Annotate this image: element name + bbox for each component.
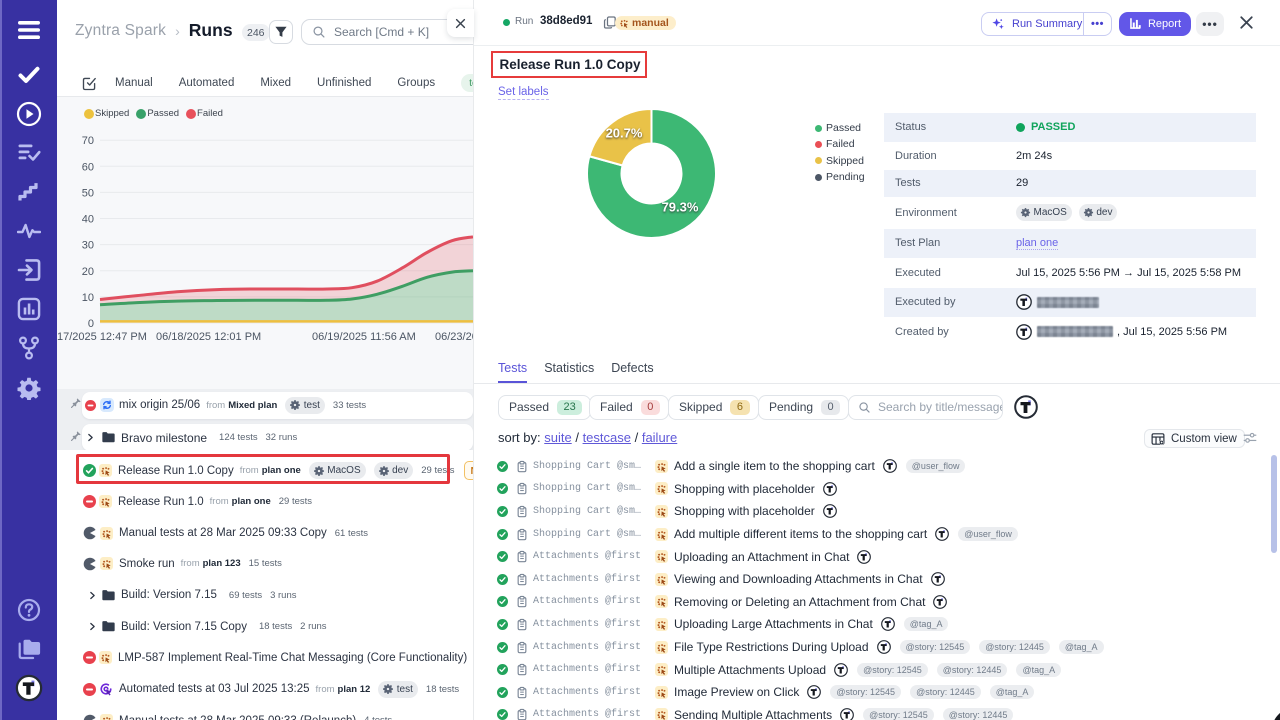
svg-text:60: 60 <box>82 161 94 173</box>
svg-text:30: 30 <box>82 240 94 252</box>
svg-text:50: 50 <box>82 187 94 199</box>
svg-text:20: 20 <box>82 266 94 278</box>
svg-text:0: 0 <box>88 318 94 330</box>
svg-text:10: 10 <box>82 292 94 304</box>
svg-text:40: 40 <box>82 214 94 226</box>
svg-text:70: 70 <box>82 135 94 147</box>
